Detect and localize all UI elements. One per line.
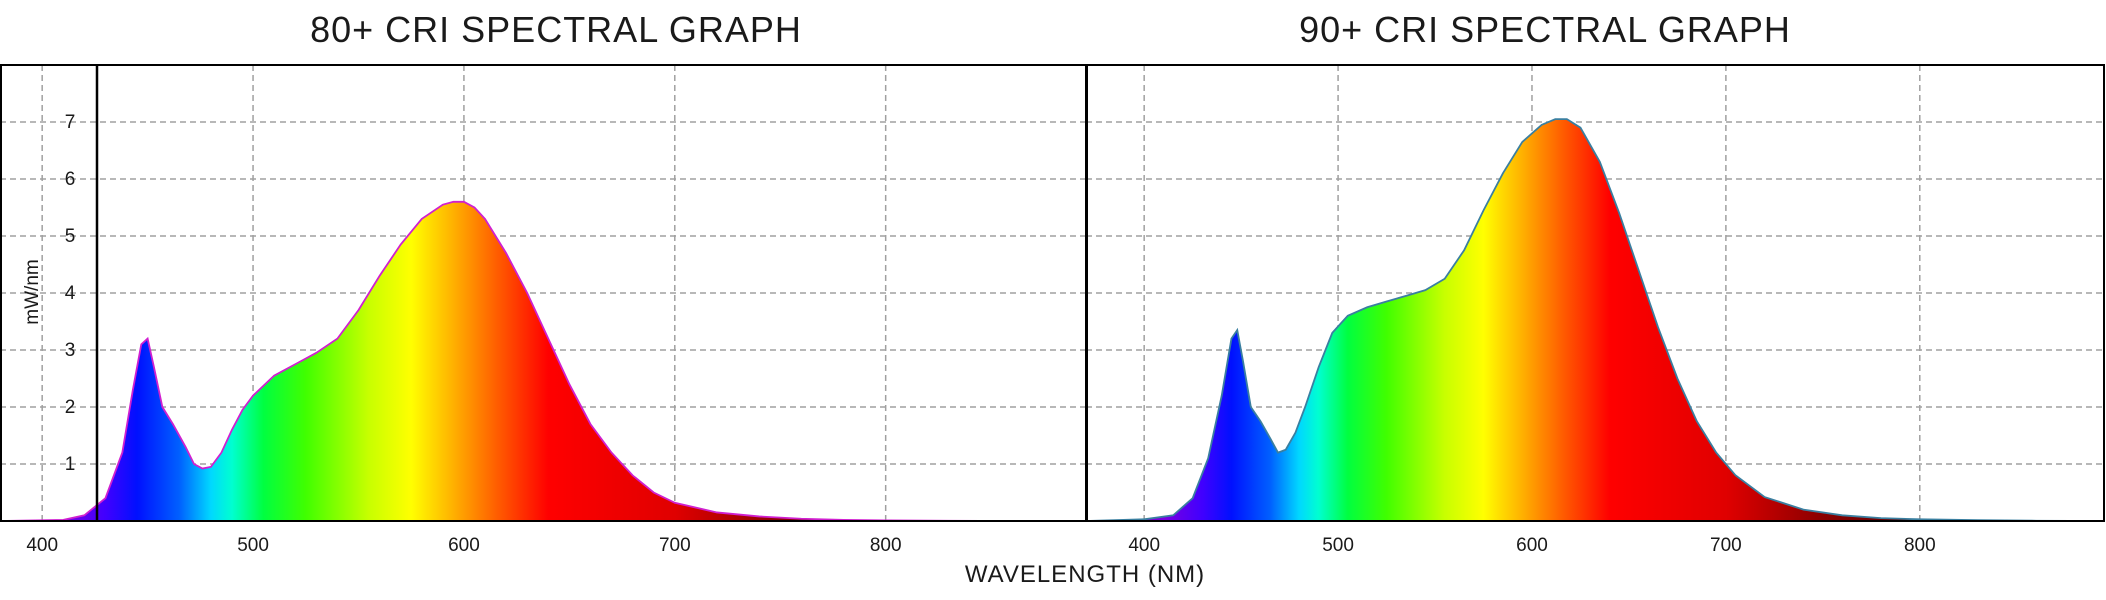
x-tick-label: 700 bbox=[1710, 535, 1742, 556]
y-tick-label: 1 bbox=[65, 454, 76, 475]
spectrum-area bbox=[0, 201, 1086, 521]
x-tick-label: 600 bbox=[448, 535, 480, 556]
x-tick-label: 400 bbox=[26, 535, 58, 556]
plot-area bbox=[0, 200, 1086, 521]
y-tick-label: 7 bbox=[65, 112, 76, 133]
x-tick-label: 600 bbox=[1516, 535, 1548, 556]
y-tick-label: 3 bbox=[65, 340, 76, 361]
chart-title: 90+ CRI SPECTRAL GRAPH bbox=[1299, 9, 1791, 50]
y-tick-label: 5 bbox=[65, 226, 76, 247]
tick-labels: 400 500 600 700 800 1 2 3 4 5 6 7 bbox=[26, 112, 901, 556]
y-tick-label: 6 bbox=[65, 169, 76, 190]
spectrum-line bbox=[1086, 118, 2104, 521]
x-tick-label: 800 bbox=[1904, 535, 1936, 556]
panel-80-cri: 80+ CRI SPECTRAL GRAPH 400 500 600 700 800 1 2… bbox=[0, 9, 1087, 556]
plot-area bbox=[1086, 118, 2104, 521]
x-axis-label: WAVELENGTH (NM) bbox=[965, 561, 1205, 588]
spectrum-line bbox=[0, 200, 1086, 521]
panel-90-cri: 90+ CRI SPECTRAL GRAPH 400 500 600 700 800 bbox=[1086, 9, 2105, 556]
x-tick-label: 500 bbox=[237, 535, 269, 556]
x-tick-label: 400 bbox=[1128, 535, 1160, 556]
y-tick-label: 2 bbox=[65, 397, 76, 418]
x-tick-label: 700 bbox=[659, 535, 691, 556]
plot-frame bbox=[1086, 64, 2105, 522]
chart-title: 80+ CRI SPECTRAL GRAPH bbox=[310, 9, 802, 50]
spectrum-area bbox=[1086, 119, 2104, 521]
y-axis-label: mW/nm bbox=[22, 259, 43, 324]
x-tick-label: 800 bbox=[870, 535, 902, 556]
y-tick-label: 4 bbox=[65, 283, 76, 304]
tick-labels: 400 500 600 700 800 bbox=[1128, 535, 1935, 556]
grid bbox=[0, 65, 1086, 521]
x-tick-label: 500 bbox=[1322, 535, 1354, 556]
